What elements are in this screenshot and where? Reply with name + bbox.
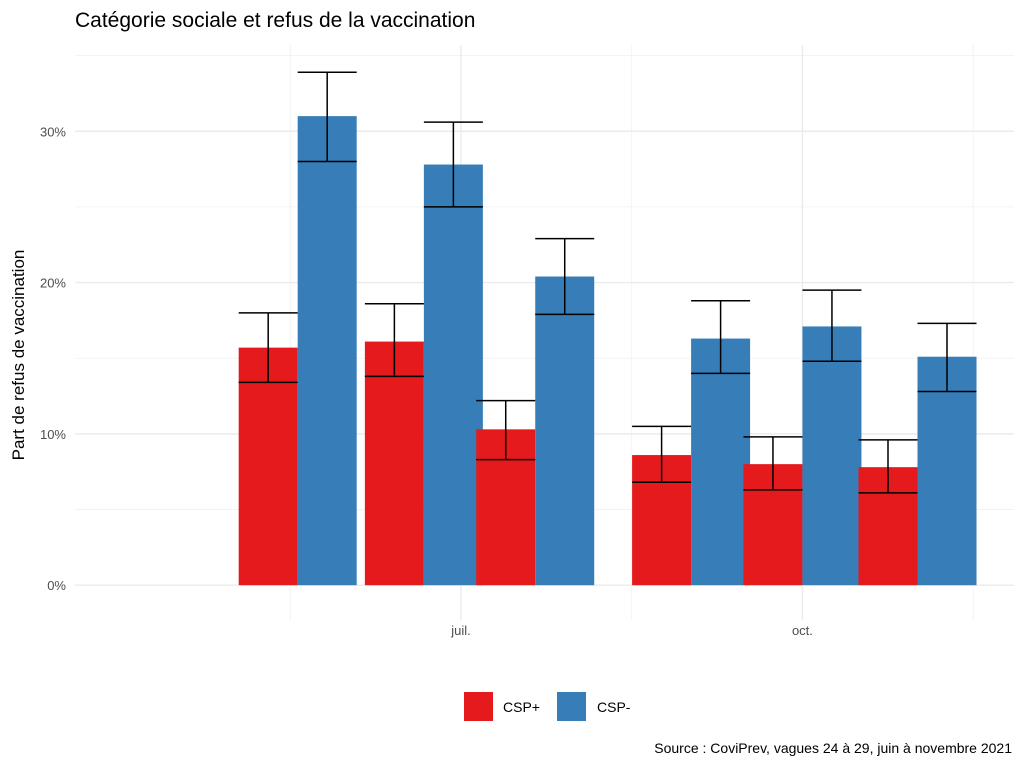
x-tick-label: oct. <box>792 623 813 638</box>
x-axis-ticks: juil. oct. <box>450 623 813 638</box>
bars <box>238 116 977 586</box>
legend-swatch-csp-plus <box>464 692 493 721</box>
bar-csp-minus <box>423 164 483 586</box>
bar-csp-minus <box>802 326 862 586</box>
bar-csp-minus <box>691 338 751 586</box>
bar-csp-minus <box>917 356 977 586</box>
legend-swatch-csp-minus <box>557 692 586 721</box>
y-tick-label: 0% <box>47 578 66 593</box>
chart-title: Catégorie sociale et refus de la vaccina… <box>75 9 475 32</box>
y-axis-label: Part de refus de vaccination <box>9 250 28 461</box>
bar-csp-minus <box>535 276 595 586</box>
y-tick-label: 30% <box>40 124 66 139</box>
legend: CSP+ CSP- <box>464 692 631 721</box>
y-tick-label: 20% <box>40 276 66 291</box>
legend-label-csp-minus: CSP- <box>597 699 631 715</box>
bar-csp-minus <box>297 116 357 586</box>
y-axis-ticks: 0% 10% 20% 30% <box>40 124 66 593</box>
y-tick-label: 10% <box>40 427 66 442</box>
chart-caption: Source : CoviPrev, vagues 24 à 29, juin … <box>654 740 1012 756</box>
x-tick-label: juil. <box>450 623 471 638</box>
bar-csp-plus <box>238 347 298 586</box>
bar-csp-plus <box>364 341 424 586</box>
legend-label-csp-plus: CSP+ <box>503 699 540 715</box>
error-bars <box>238 71 977 494</box>
